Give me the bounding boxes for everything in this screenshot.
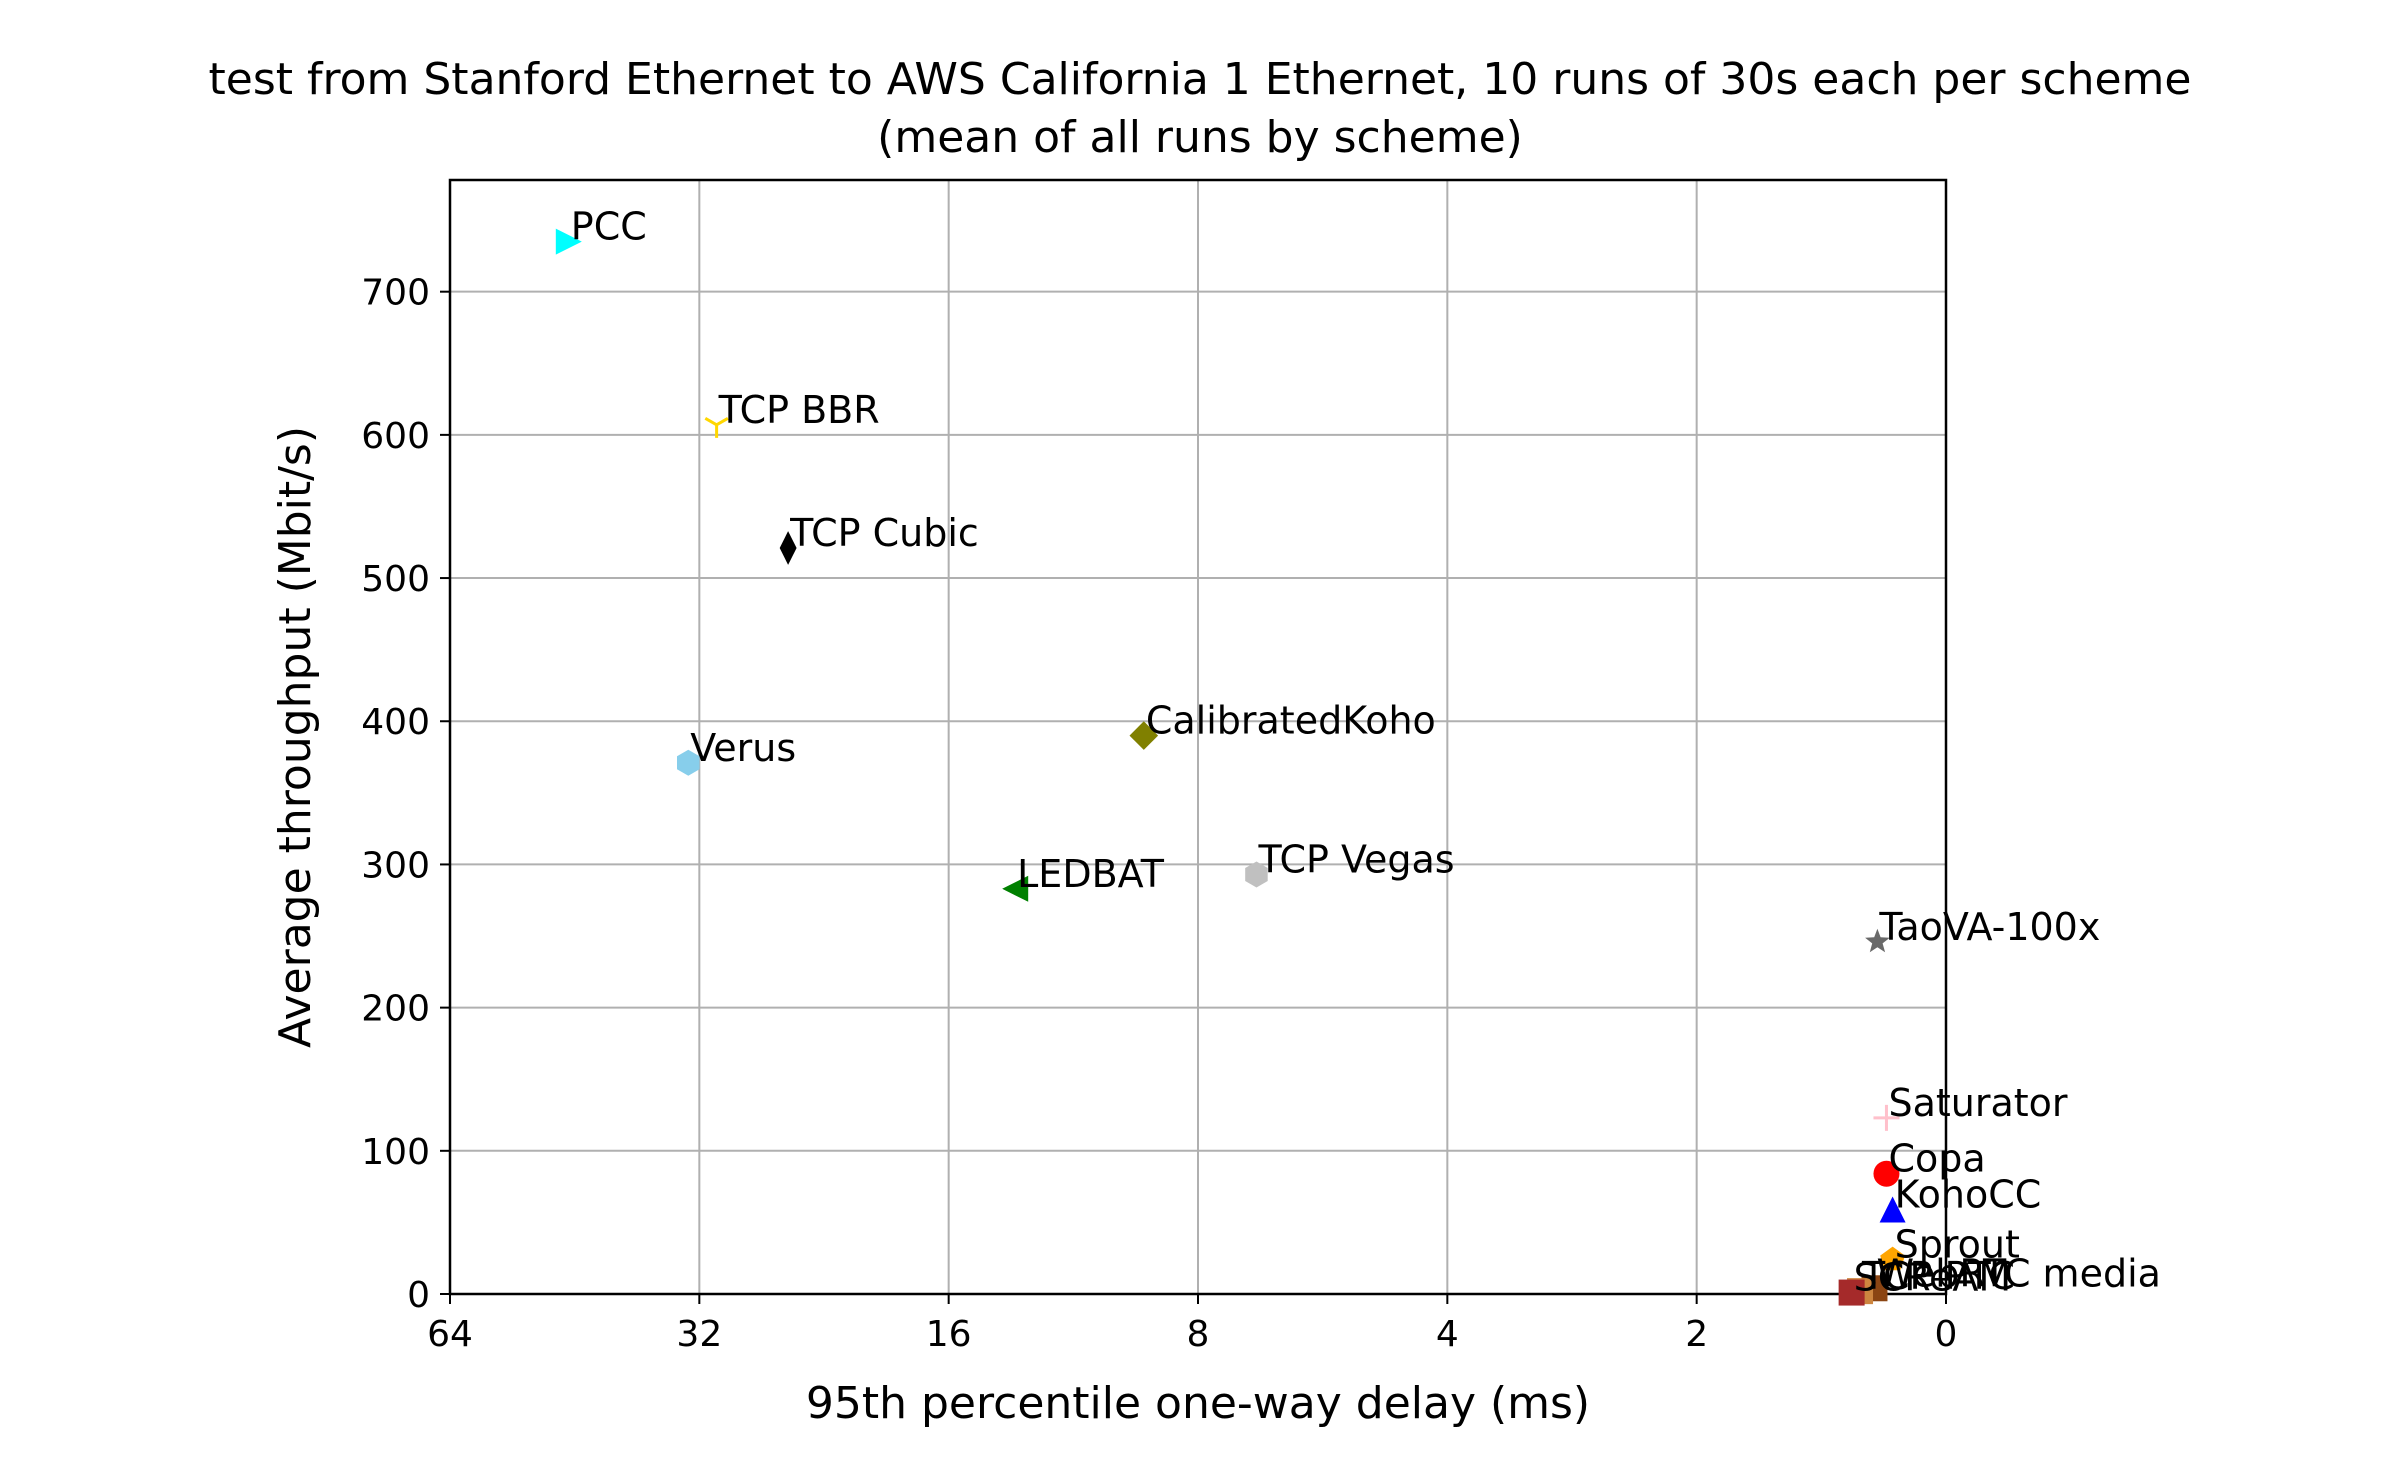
y-tick-label: 300	[361, 845, 430, 886]
point-label-copa: Copa	[1888, 1137, 1985, 1181]
y-axis-ticks: 0 100 200 300 400 500 600 700	[361, 273, 450, 1316]
grid-lines	[450, 180, 1946, 1294]
y-axis-label: Average throughput (Mbit/s)	[270, 426, 321, 1048]
data-point-tcp-cubic	[779, 531, 797, 565]
data-point-ledbat	[1002, 875, 1029, 902]
point-label-webrtc-media: WebRTC media	[1876, 1251, 2160, 1295]
point-label-tcp-ptc: TCP PTC	[1861, 1254, 2015, 1298]
data-point-verus	[677, 749, 700, 776]
y-tick-label: 100	[361, 1132, 430, 1173]
point-label-verus: Verus	[690, 726, 796, 770]
point-label-tcp-bbr: TCP BBR	[718, 388, 880, 432]
x-tick-label: 8	[1187, 1314, 1210, 1355]
point-label-tcp-vegas: TCP Vegas	[1257, 837, 1454, 881]
point-label-pcc: PCC	[571, 205, 647, 249]
y-tick-label: 500	[361, 559, 430, 600]
point-label-tcp-cubic: TCP Cubic	[789, 511, 979, 555]
data-point-sprout	[1880, 1246, 1905, 1271]
data-point-scream	[1838, 1279, 1865, 1306]
y-tick-label: 400	[361, 702, 430, 743]
data-point-tcp-vegas	[1245, 861, 1268, 888]
y-tick-label: 700	[361, 273, 430, 314]
x-tick-label: 4	[1436, 1314, 1459, 1355]
point-label-taova-100x: TaoVA-100x	[1878, 905, 2100, 949]
y-tick-label: 200	[361, 989, 430, 1030]
x-tick-label: 0	[1935, 1314, 1958, 1355]
x-axis-label: 95th percentile one-way delay (ms)	[806, 1378, 1590, 1429]
y-tick-label: 600	[361, 416, 430, 457]
data-point-kohocc	[1879, 1196, 1906, 1223]
point-label-calibratedkoho: CalibratedKoho	[1146, 699, 1436, 743]
data-point-tcp-bbr	[704, 417, 729, 438]
chart-subtitle: (mean of all runs by scheme)	[877, 112, 1523, 163]
point-label-saturator: Saturator	[1888, 1081, 2067, 1125]
point-label-scream: SCReAM	[1854, 1256, 2012, 1300]
data-point-calibratedkoho	[1129, 721, 1159, 750]
x-tick-label: 2	[1685, 1314, 1708, 1355]
x-axis-ticks: 64 32 16 8 4 2 0	[427, 1294, 1957, 1355]
point-label-ledbat: LEDBAT	[1017, 852, 1165, 896]
data-points	[555, 228, 1906, 1306]
x-tick-label: 64	[427, 1314, 473, 1355]
data-point-copa	[1873, 1160, 1900, 1187]
y-tick-label: 0	[407, 1275, 430, 1316]
point-labels: PCC TCP BBR TCP Cubic Verus CalibratedKoho LE…	[571, 205, 2161, 1300]
chart-title: test from Stanford Ethernet to AWS Calif…	[209, 54, 2192, 105]
data-point-saturator	[1873, 1104, 1900, 1131]
point-label-kohocc: KohoCC	[1895, 1173, 2042, 1217]
data-point-pcc	[555, 228, 582, 255]
x-tick-label: 16	[926, 1314, 972, 1355]
data-point-taova-100x	[1865, 928, 1890, 953]
x-tick-label: 32	[676, 1314, 722, 1355]
point-label-sprout: Sprout	[1895, 1223, 2020, 1267]
